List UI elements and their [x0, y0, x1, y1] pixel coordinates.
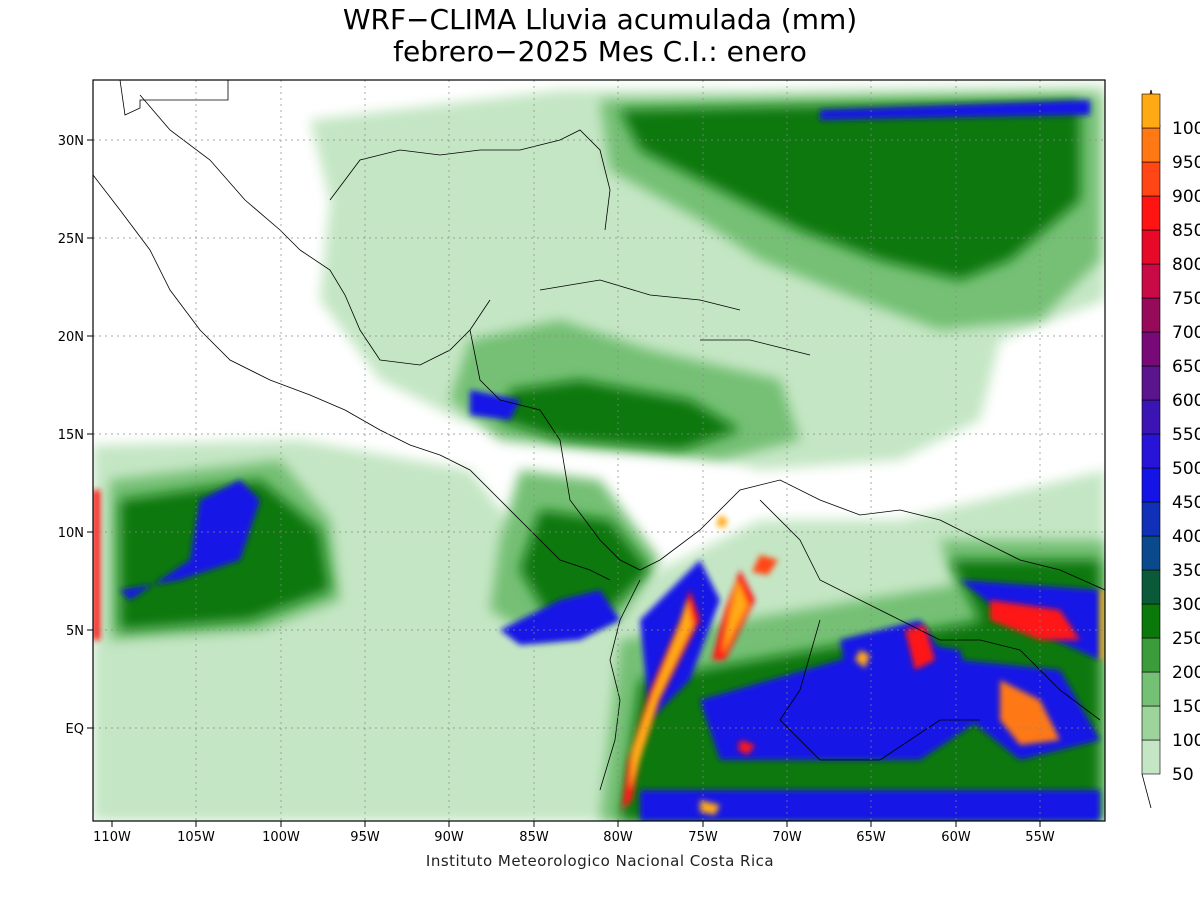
- legend-label: 750: [1172, 289, 1200, 309]
- legend-swatch: [1141, 161, 1161, 197]
- legend-label: 700: [1172, 323, 1200, 343]
- lon-label: 55W: [1025, 830, 1055, 845]
- legend-label: 100: [1172, 119, 1200, 139]
- legend-swatch: [1141, 297, 1161, 333]
- legend-label: 800: [1172, 255, 1200, 275]
- legend-label: 600: [1172, 391, 1200, 411]
- legend-label: 300: [1172, 595, 1200, 615]
- lat-label: 15N: [58, 428, 84, 443]
- lon-label: 95W: [350, 830, 380, 845]
- legend-label: 500: [1172, 459, 1200, 479]
- legend-swatch: [1141, 195, 1161, 231]
- legend-swatch: [1141, 671, 1161, 707]
- lon-label: 75W: [688, 830, 718, 845]
- legend-swatch: [1141, 331, 1161, 367]
- legend-swatch: [1141, 127, 1161, 163]
- legend-swatch: [1141, 739, 1161, 775]
- lon-label: 100W: [262, 830, 300, 845]
- map-title-line2: febrero−2025 Mes C.I.: enero: [393, 35, 807, 68]
- lon-label: 80W: [603, 830, 633, 845]
- legend-label: 150: [1172, 697, 1200, 717]
- legend-label: 400: [1172, 527, 1200, 547]
- lon-label: 105W: [177, 830, 215, 845]
- legend-swatch: [1141, 467, 1161, 503]
- legend-label: 850: [1172, 221, 1200, 241]
- legend-label: 900: [1172, 187, 1200, 207]
- lat-label: 25N: [58, 232, 84, 247]
- legend-swatch: [1141, 637, 1161, 673]
- legend-swatch: [1141, 569, 1161, 605]
- lon-label: 110W: [93, 830, 131, 845]
- color-legend: 50 100 150 200 250 300 350 400 450 500 550 600 650 70…: [1141, 89, 1200, 809]
- legend-swatch: [1141, 93, 1161, 129]
- legend-swatch: [1141, 603, 1161, 639]
- legend-label: 950: [1172, 153, 1200, 173]
- map-frame: [92, 79, 1106, 822]
- legend-swatch: [1141, 535, 1161, 571]
- legend-swatch: [1141, 263, 1161, 299]
- legend-label: 50: [1172, 765, 1194, 785]
- lat-label: 5N: [66, 624, 84, 639]
- coastlines: [93, 80, 1105, 791]
- lon-label: 70W: [772, 830, 802, 845]
- lon-label: 90W: [434, 830, 464, 845]
- legend-label: 200: [1172, 663, 1200, 683]
- legend-label: 650: [1172, 357, 1200, 377]
- lon-label: 60W: [941, 830, 971, 845]
- graticule: [93, 80, 1105, 821]
- legend-swatch: [1141, 399, 1161, 435]
- lon-label: 65W: [856, 830, 886, 845]
- legend-swatch: [1141, 229, 1161, 265]
- legend-swatch: [1141, 705, 1161, 741]
- latitude-labels: 30N 25N 20N 15N 10N 5N EQ: [58, 134, 84, 737]
- rainfall-field: [93, 80, 1105, 821]
- credit-text: Instituto Meteorologico Nacional Costa R…: [425, 852, 775, 870]
- lon-label: 85W: [519, 830, 549, 845]
- lat-label: 30N: [58, 134, 84, 149]
- legend-bottom-arrow: [1141, 773, 1152, 809]
- legend-label: 450: [1172, 493, 1200, 513]
- map-title-line1: WRF−CLIMA Lluvia acumulada (mm): [342, 3, 858, 36]
- legend-label: 250: [1172, 629, 1200, 649]
- legend-label: 100: [1172, 731, 1200, 751]
- legend-swatch: [1141, 433, 1161, 469]
- legend-label: 350: [1172, 561, 1200, 581]
- legend-swatch: [1141, 365, 1161, 401]
- lat-label: EQ: [66, 722, 84, 737]
- legend-label: 550: [1172, 425, 1200, 445]
- longitude-labels: 110W 105W 100W 95W 90W 85W 80W 75W 70W 6…: [93, 830, 1055, 845]
- tick-marks: [87, 139, 1041, 827]
- lat-label: 20N: [58, 330, 84, 345]
- lat-label: 10N: [58, 526, 84, 541]
- legend-swatch: [1141, 501, 1161, 537]
